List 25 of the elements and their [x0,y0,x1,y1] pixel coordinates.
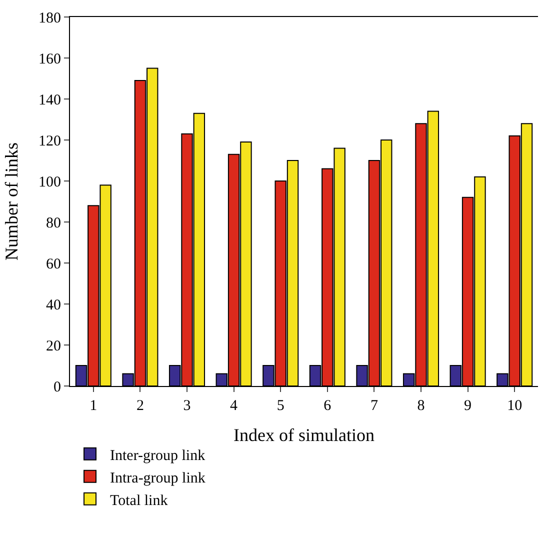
y-tick-label: 120 [38,133,61,150]
y-tick-label: 100 [38,174,61,190]
x-tick-label: 5 [276,398,284,414]
x-tick-label: 10 [507,398,522,414]
x-tick-label: 6 [324,398,332,414]
legend-label: Inter-group link [110,448,206,464]
y-tick-label: 80 [46,215,61,232]
x-tick-label: 4 [230,398,238,414]
y-tick-label: 0 [54,379,61,396]
x-tick-label: 1 [90,398,98,414]
y-tick-label: 160 [38,51,61,68]
x-tick-label: 9 [464,398,472,414]
x-tick-label: 8 [417,398,425,414]
legend-label: Intra-group link [110,470,206,486]
y-axis-title: Number of links [2,142,22,260]
y-tick-label: 60 [46,256,61,272]
y-tick-label: 20 [46,338,61,354]
x-tick-label: 3 [183,398,191,414]
legend-label: Total link [110,492,168,509]
x-tick-label: 2 [136,398,144,414]
x-axis-title: Index of simulation [234,425,374,446]
y-tick-label: 140 [38,92,61,108]
y-tick-label: 180 [38,10,61,26]
x-tick-label: 7 [370,398,378,414]
y-tick-label: 40 [46,297,61,314]
